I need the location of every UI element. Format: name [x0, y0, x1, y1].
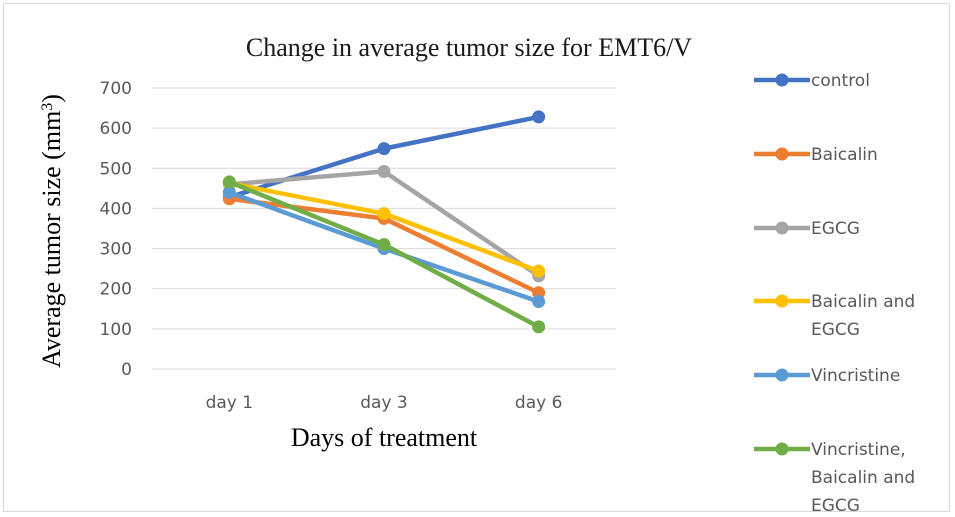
data-point	[377, 207, 391, 221]
legend-marker	[775, 442, 789, 456]
y-tick-label: 400	[100, 199, 132, 219]
legend-marker	[775, 368, 789, 382]
x-tick-label: day 3	[360, 393, 408, 413]
legend-label: Vincristine	[811, 366, 900, 386]
legend-item: Vincristine	[754, 366, 900, 386]
data-point	[377, 142, 391, 156]
legend-marker	[775, 294, 789, 308]
legend-item: Vincristine, Baicalin and EGCG	[754, 440, 915, 513]
series-baicalin-and-egcg	[222, 176, 546, 278]
x-tick-label: day 6	[515, 393, 563, 413]
data-point	[222, 175, 236, 189]
y-tick-label: 200	[100, 280, 132, 300]
data-point	[532, 110, 546, 124]
y-tick-label: 0	[121, 360, 132, 380]
data-point	[532, 320, 546, 334]
legend-label: EGCG	[811, 496, 860, 513]
y-tick-label: 500	[100, 159, 132, 179]
data-point	[377, 238, 391, 252]
y-tick-label: 700	[100, 79, 132, 99]
series-vincristine-baicalin-and-egcg	[222, 175, 546, 334]
series-line	[228, 180, 540, 274]
x-tick-labels: day 1 day 3 day 6	[206, 393, 563, 413]
grid-lines	[152, 87, 616, 370]
data-point	[377, 164, 391, 178]
legend-label: EGCG	[811, 320, 860, 340]
y-tick-labels: 0 100 200 300 400 500 600 700	[100, 79, 132, 380]
legend-label: Vincristine,	[811, 440, 906, 460]
y-axis-title: Average tumor size (mm3)	[37, 94, 66, 368]
legend-label: Baicalin	[811, 145, 878, 165]
y-tick-label: 600	[100, 119, 132, 139]
y-tick-label: 300	[100, 240, 132, 260]
chart-title: Change in average tumor size for EMT6/V	[246, 33, 692, 62]
legend-marker	[775, 73, 789, 87]
y-tick-label: 100	[100, 320, 132, 340]
legend-label: Baicalin and	[811, 292, 915, 312]
data-point	[532, 295, 546, 309]
legend-item: control	[754, 71, 870, 91]
legend-marker	[775, 221, 789, 235]
legend-item: Baicalin	[754, 145, 878, 165]
series-line	[228, 114, 540, 200]
data-point	[532, 264, 546, 278]
legend-label: Baicalin and	[811, 468, 915, 488]
x-tick-label: day 1	[206, 393, 254, 413]
line-chart: Change in average tumor size for EMT6/V …	[37, 33, 915, 513]
series-lines	[222, 110, 546, 334]
chart-frame: Change in average tumor size for EMT6/V …	[3, 3, 950, 513]
legend-item: EGCG	[754, 219, 860, 239]
legend-item: Baicalin and EGCG	[754, 292, 915, 340]
data-point	[222, 185, 236, 199]
x-axis-title: Days of treatment	[291, 423, 478, 452]
legend-label: control	[811, 71, 870, 91]
legend-label: EGCG	[811, 219, 860, 239]
legend-marker	[775, 147, 789, 161]
